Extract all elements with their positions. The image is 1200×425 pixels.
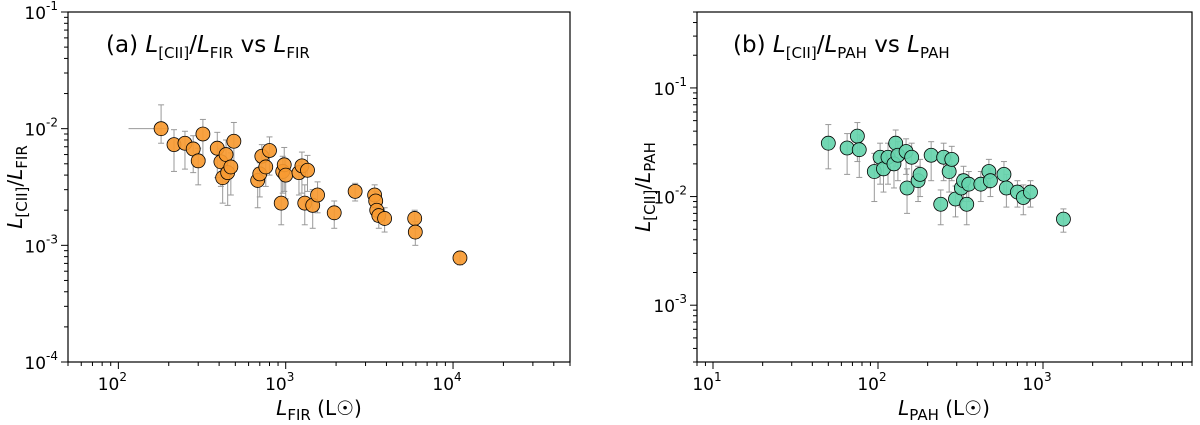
panel-b-y-tick-label: 10-3 <box>653 292 687 317</box>
panel-b-data-point <box>899 180 915 196</box>
panel-b-x-tick-label: 101 <box>692 370 721 395</box>
panel-a-data-point <box>278 167 294 183</box>
panel-b-data-point <box>849 128 865 144</box>
panel-a-y-tick-label: 10-4 <box>24 349 58 374</box>
panel-a-y-tick-label: 10-3 <box>24 232 58 257</box>
panel-a-x-tick-label: 104 <box>432 370 461 395</box>
panel-b-ticks: 101 102 103 10-3 10-2 10-1 <box>653 11 1193 395</box>
panel-a-data-point <box>407 224 423 240</box>
panel-b-data-point <box>982 173 998 189</box>
panel-b-data-point <box>996 166 1012 182</box>
panel-a-frame <box>67 11 571 363</box>
panel-a-ticks: 102 103 104 10-4 10-3 10-2 10-1 <box>24 0 571 395</box>
panel-a-data-point <box>226 133 242 149</box>
panel-a-title: (a) L[CII]/LFIR vs LFIR <box>106 32 310 62</box>
panel-a-data-point <box>273 195 289 211</box>
panel-a-data-point <box>377 211 393 226</box>
panel-b-data-point <box>959 196 975 212</box>
panel-a-x-tick-label: 103 <box>265 370 294 395</box>
panel-a-data-point <box>223 159 239 175</box>
panel-b-x-axis-label: LPAH (L☉) <box>898 396 990 424</box>
panel-b-markers <box>820 128 1071 227</box>
panel-b-data-point <box>820 135 836 151</box>
panel-a-x-axis-label: LFIR (L☉) <box>276 396 362 424</box>
panel-a-data-point <box>326 205 342 221</box>
panel-b-data-point <box>1023 184 1038 200</box>
panel-b-data-point <box>933 196 949 212</box>
panel-b-data-point <box>941 164 957 179</box>
panel-b-y-axis-label: L[CII]/LPAH <box>631 142 659 232</box>
panel-b-frame <box>696 11 1193 363</box>
panel-b-data-point <box>923 147 939 163</box>
panel-b-data-point <box>851 142 867 158</box>
panel-a-y-tick-label: 10-2 <box>24 116 58 141</box>
panel-b-data-point <box>912 166 928 182</box>
panel-a-y-tick-label: 10-1 <box>24 0 58 24</box>
panel-b-data-point <box>944 151 960 167</box>
panel-a-data-point <box>258 159 274 175</box>
panel-a-data-point <box>218 147 234 162</box>
panel-a-y-axis-label: L[CII]/LFIR <box>3 145 31 229</box>
panel-a-data-point <box>452 250 468 266</box>
panel-a-errorbars <box>128 104 463 266</box>
panel-a-markers <box>153 121 468 266</box>
panel-a: 102 103 104 10-4 10-3 10-2 10-1 (a) L[CII]/LFI… <box>3 0 571 424</box>
panel-a-data-point <box>347 183 363 199</box>
panel-a-data-point <box>300 162 315 178</box>
panel-b-data-point <box>904 149 920 165</box>
panel-a-data-point <box>310 187 325 203</box>
panel-a-x-tick-label: 102 <box>98 370 127 395</box>
panel-b-title: (b) L[CII]/LPAH vs LPAH <box>733 32 950 62</box>
panel-a-data-point <box>262 143 277 158</box>
panel-b-y-tick-label: 10-1 <box>653 75 687 100</box>
panel-a-data-point <box>153 121 169 137</box>
panel-b-x-tick-label: 102 <box>857 370 886 395</box>
panel-a-data-point <box>190 153 206 169</box>
panel-b-data-point <box>839 140 855 156</box>
panel-b-y-tick-label: 10-2 <box>653 184 687 209</box>
panel-b-x-tick-label: 103 <box>1022 370 1051 395</box>
panel-a-data-point <box>195 126 211 142</box>
panel-a-data-point <box>407 211 423 226</box>
panel-b-data-point <box>1056 211 1071 227</box>
panel-b: 101 102 103 10-3 10-2 10-1 (b) L[CII]/LPAH vs… <box>631 11 1193 424</box>
